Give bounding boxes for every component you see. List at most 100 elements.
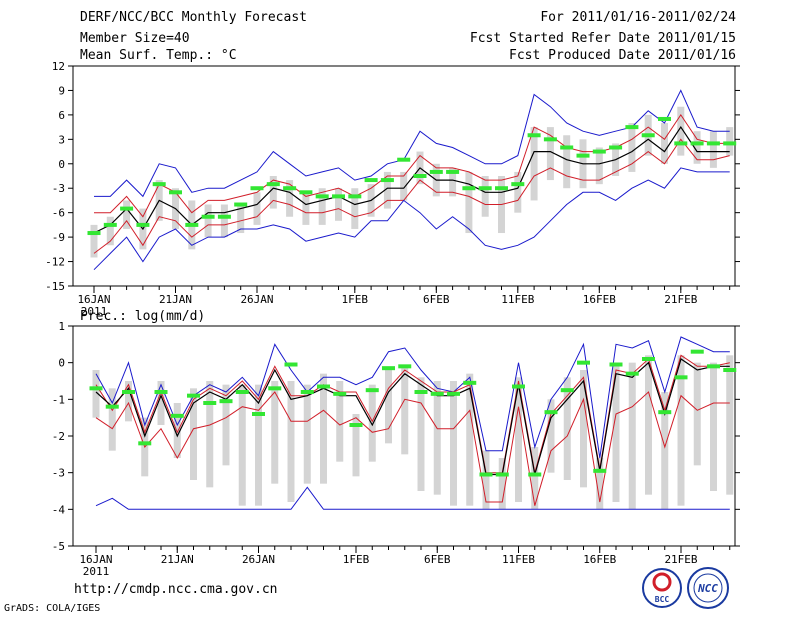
- prec-obs-marker: [138, 441, 152, 446]
- temp-obs-marker: [413, 174, 427, 178]
- prec-xtick-label: 16JAN: [79, 553, 112, 566]
- prec-ytick-label: -3: [52, 467, 65, 480]
- prec-obs-marker: [203, 401, 217, 405]
- precipitation-panel: 1 0 -1 -2 -3 -4 -5 16JAN 21JAN 26JAN 1FEB 6FEB 11FEB…: [52, 309, 740, 578]
- temp-xtick-label: 6FEB: [423, 293, 450, 306]
- prec-box: [125, 381, 132, 422]
- temp-obs-marker: [527, 133, 541, 138]
- prec-ytick-label: 0: [58, 357, 65, 370]
- temp-line-min: [93, 167, 730, 271]
- temp-box: [726, 127, 734, 156]
- temp-obs-marker: [543, 137, 557, 142]
- prec-box: [596, 458, 604, 510]
- temp-obs-marker: [674, 141, 688, 146]
- prec-obs-marker: [252, 412, 265, 416]
- prec-box: [515, 377, 522, 502]
- temp-box: [465, 171, 473, 234]
- temp-xtick-label: 16FEB: [583, 293, 616, 306]
- panel1-title: Mean Surf. Temp.: °C: [80, 48, 237, 63]
- temp-ytick-label: 12: [52, 60, 65, 73]
- temp-line-lower_sd: [93, 138, 730, 254]
- temp-ytick-label: -15: [45, 280, 65, 293]
- temp-year-label: 2011: [81, 305, 108, 318]
- temp-box: [204, 204, 212, 238]
- prec-obs-marker: [593, 468, 607, 473]
- temp-box: [335, 188, 342, 221]
- prec-obs-marker: [723, 368, 737, 372]
- prec-obs-marker: [219, 399, 233, 404]
- prec-ytick-label: 1: [58, 320, 65, 333]
- temp-ytick-label: -9: [52, 231, 65, 244]
- temp-obs-marker: [348, 194, 362, 199]
- temp-obs-marker: [87, 231, 101, 236]
- prec-obs-marker: [235, 390, 249, 394]
- prec-obs-marker: [333, 391, 347, 396]
- prec-box: [466, 373, 474, 506]
- temp-xtick-label: 26JAN: [240, 293, 273, 306]
- temp-box: [400, 171, 408, 201]
- prec-box: [222, 384, 230, 466]
- prec-box: [498, 458, 506, 510]
- temp-obs-marker: [592, 149, 606, 154]
- temp-box: [628, 123, 636, 172]
- fcst-produced-date: Fcst Produced Date 2011/01/16: [509, 48, 736, 63]
- prec-obs-marker: [625, 371, 639, 376]
- temp-obs-marker: [625, 125, 639, 130]
- temp-obs-marker: [641, 133, 655, 138]
- prec-obs-marker: [89, 386, 103, 391]
- prec-box: [710, 362, 717, 491]
- temp-box: [546, 127, 554, 181]
- prec-obs-marker: [674, 375, 688, 380]
- temp-xtick-label: 21FEB: [664, 293, 697, 306]
- prec-obs-marker: [544, 410, 558, 415]
- prec-xtick-label: 1FEB: [343, 553, 370, 566]
- prec-box: [531, 447, 539, 510]
- prec-box: [693, 362, 701, 466]
- temp-box: [449, 167, 457, 197]
- temp-obs-marker: [723, 141, 737, 146]
- prec-obs-marker: [317, 384, 330, 389]
- temp-box: [237, 204, 245, 234]
- prec-ytick-label: -5: [52, 540, 65, 553]
- prec-box: [547, 399, 555, 473]
- temp-obs-marker: [511, 182, 525, 187]
- temp-ytick-label: -3: [52, 182, 65, 195]
- temp-obs-marker: [250, 186, 264, 191]
- temp-box: [106, 216, 114, 246]
- temp-obs-marker: [299, 190, 313, 195]
- prec-box: [628, 362, 636, 510]
- prec-box: [206, 381, 214, 488]
- prec-obs-marker: [349, 423, 363, 427]
- prec-obs-marker: [170, 413, 184, 418]
- prec-line-upper_sd: [95, 354, 730, 474]
- temp-box: [90, 224, 98, 258]
- prec-box: [401, 366, 409, 455]
- prec-box: [108, 388, 116, 451]
- temp-obs-marker: [576, 153, 590, 158]
- prec-box: [482, 450, 490, 510]
- temp-ytick-label: -6: [52, 207, 65, 220]
- prec-obs-marker: [658, 410, 672, 415]
- temp-obs-marker: [234, 202, 248, 207]
- temp-box: [595, 147, 603, 185]
- prec-box: [661, 392, 669, 510]
- prec-obs-marker: [528, 472, 542, 477]
- chart-title: DERF/NCC/BCC Monthly Forecast: [80, 10, 307, 25]
- prec-obs-marker: [642, 357, 655, 361]
- temp-obs-marker: [169, 190, 182, 195]
- prec-box: [92, 370, 100, 418]
- temp-box: [563, 135, 571, 189]
- prec-obs-marker: [398, 364, 412, 369]
- temp-obs-marker: [690, 141, 704, 146]
- prec-obs-marker: [707, 364, 720, 369]
- prec-box: [612, 366, 620, 502]
- temp-box: [269, 176, 277, 209]
- prec-box: [190, 388, 197, 480]
- prec-box: [417, 377, 425, 491]
- prec-box: [173, 403, 181, 458]
- prec-year-label: 2011: [83, 565, 110, 578]
- temp-obs-marker: [364, 178, 378, 183]
- prec-obs-marker: [187, 393, 200, 398]
- prec-box: [287, 381, 295, 502]
